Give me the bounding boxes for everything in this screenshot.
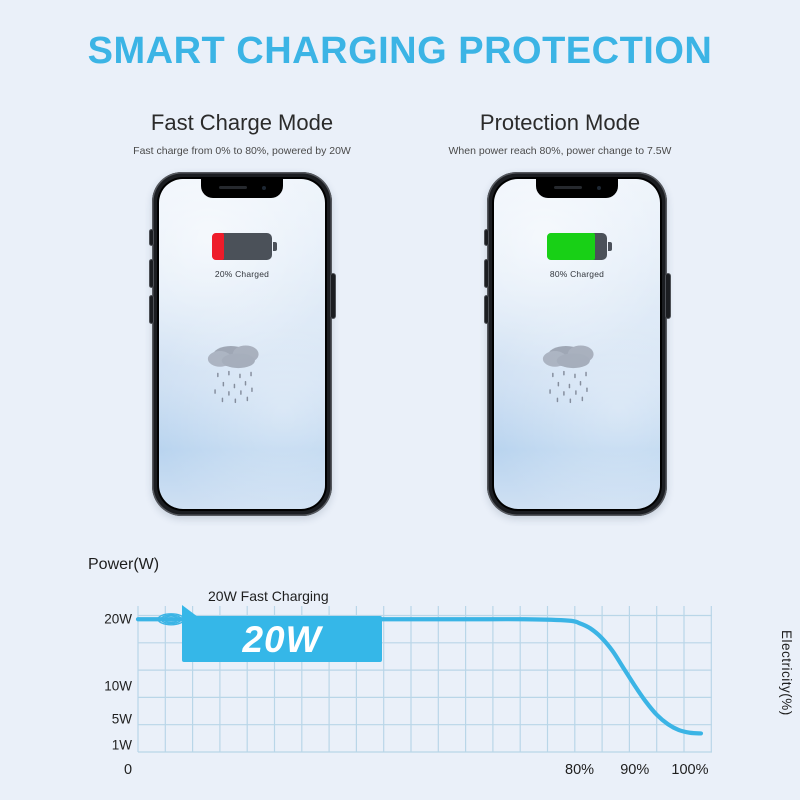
phone-notch — [201, 179, 283, 198]
chart-x-tick: 100% — [671, 762, 709, 778]
battery-label: 20% Charged — [214, 269, 270, 279]
chart-y-tick: 10W — [104, 678, 132, 694]
battery-icon — [547, 233, 612, 260]
power-curve-chart: Power(W) Electricity(%) 20W Fast Chargin… — [0, 548, 800, 800]
earpiece-speaker-icon — [219, 186, 247, 189]
chart-y-tick: 5W — [111, 711, 132, 727]
mode-column-fast-charge: Fast Charge Mode Fast charge from 0% to … — [62, 110, 422, 157]
chart-y-tick: 20W — [104, 611, 132, 627]
chart-x-tick: 80% — [565, 762, 595, 778]
front-camera-icon — [596, 185, 601, 190]
battery-icon — [212, 233, 277, 260]
earpiece-speaker-icon — [554, 186, 582, 189]
phone-mockup-protection: 80% Charged — [484, 172, 670, 516]
chart-plot-area — [135, 606, 712, 753]
battery-label: 80% Charged — [549, 269, 605, 279]
volume-up-button — [484, 260, 488, 287]
mode-title: Fast Charge Mode — [150, 110, 334, 135]
battery-status-protection: 80% Charged — [494, 233, 660, 279]
chart-y-axis-title: Power(W) — [88, 556, 160, 573]
chart-x-tick: 0 — [123, 762, 133, 778]
mute-switch-icon — [150, 230, 153, 245]
battery-status-fast-charge: 20% Charged — [159, 233, 325, 279]
mute-switch-icon — [485, 230, 488, 245]
mode-subtitle: When power reach 80%, power change to 7.… — [448, 145, 672, 157]
front-camera-icon — [261, 185, 266, 190]
rain-cloud-icon — [207, 345, 259, 404]
battery-fill — [212, 233, 224, 260]
volume-up-button — [149, 260, 153, 287]
mode-column-protection: Protection Mode When power reach 80%, po… — [380, 110, 740, 157]
chart-y-tick: 1W — [111, 737, 132, 753]
page-title: SMART CHARGING PROTECTION — [87, 30, 713, 72]
rain-cloud-icon — [542, 345, 594, 404]
phone-bezel: 20% Charged — [157, 177, 327, 511]
mode-title: Protection Mode — [479, 110, 641, 135]
phone-mockup-fast-charge: 20% Charged — [149, 172, 335, 516]
chart-x-axis-title: Electricity(%) — [779, 630, 794, 716]
phone-bezel: 80% Charged — [492, 177, 662, 511]
power-button — [331, 274, 335, 318]
phone-screen: 80% Charged — [494, 179, 660, 509]
chart-x-tick: 90% — [620, 762, 650, 778]
volume-down-button — [149, 296, 153, 323]
callout-value: 20W — [242, 618, 322, 660]
phone-notch — [536, 179, 618, 198]
volume-down-button — [484, 296, 488, 323]
mode-subtitle: Fast charge from 0% to 80%, powered by 2… — [133, 145, 351, 157]
phone-screen: 20% Charged — [159, 179, 325, 509]
series-annotation-label: 20W Fast Charging — [208, 588, 329, 604]
power-callout-bubble: 20W — [182, 605, 382, 662]
battery-fill — [547, 233, 595, 260]
power-button — [666, 274, 670, 318]
